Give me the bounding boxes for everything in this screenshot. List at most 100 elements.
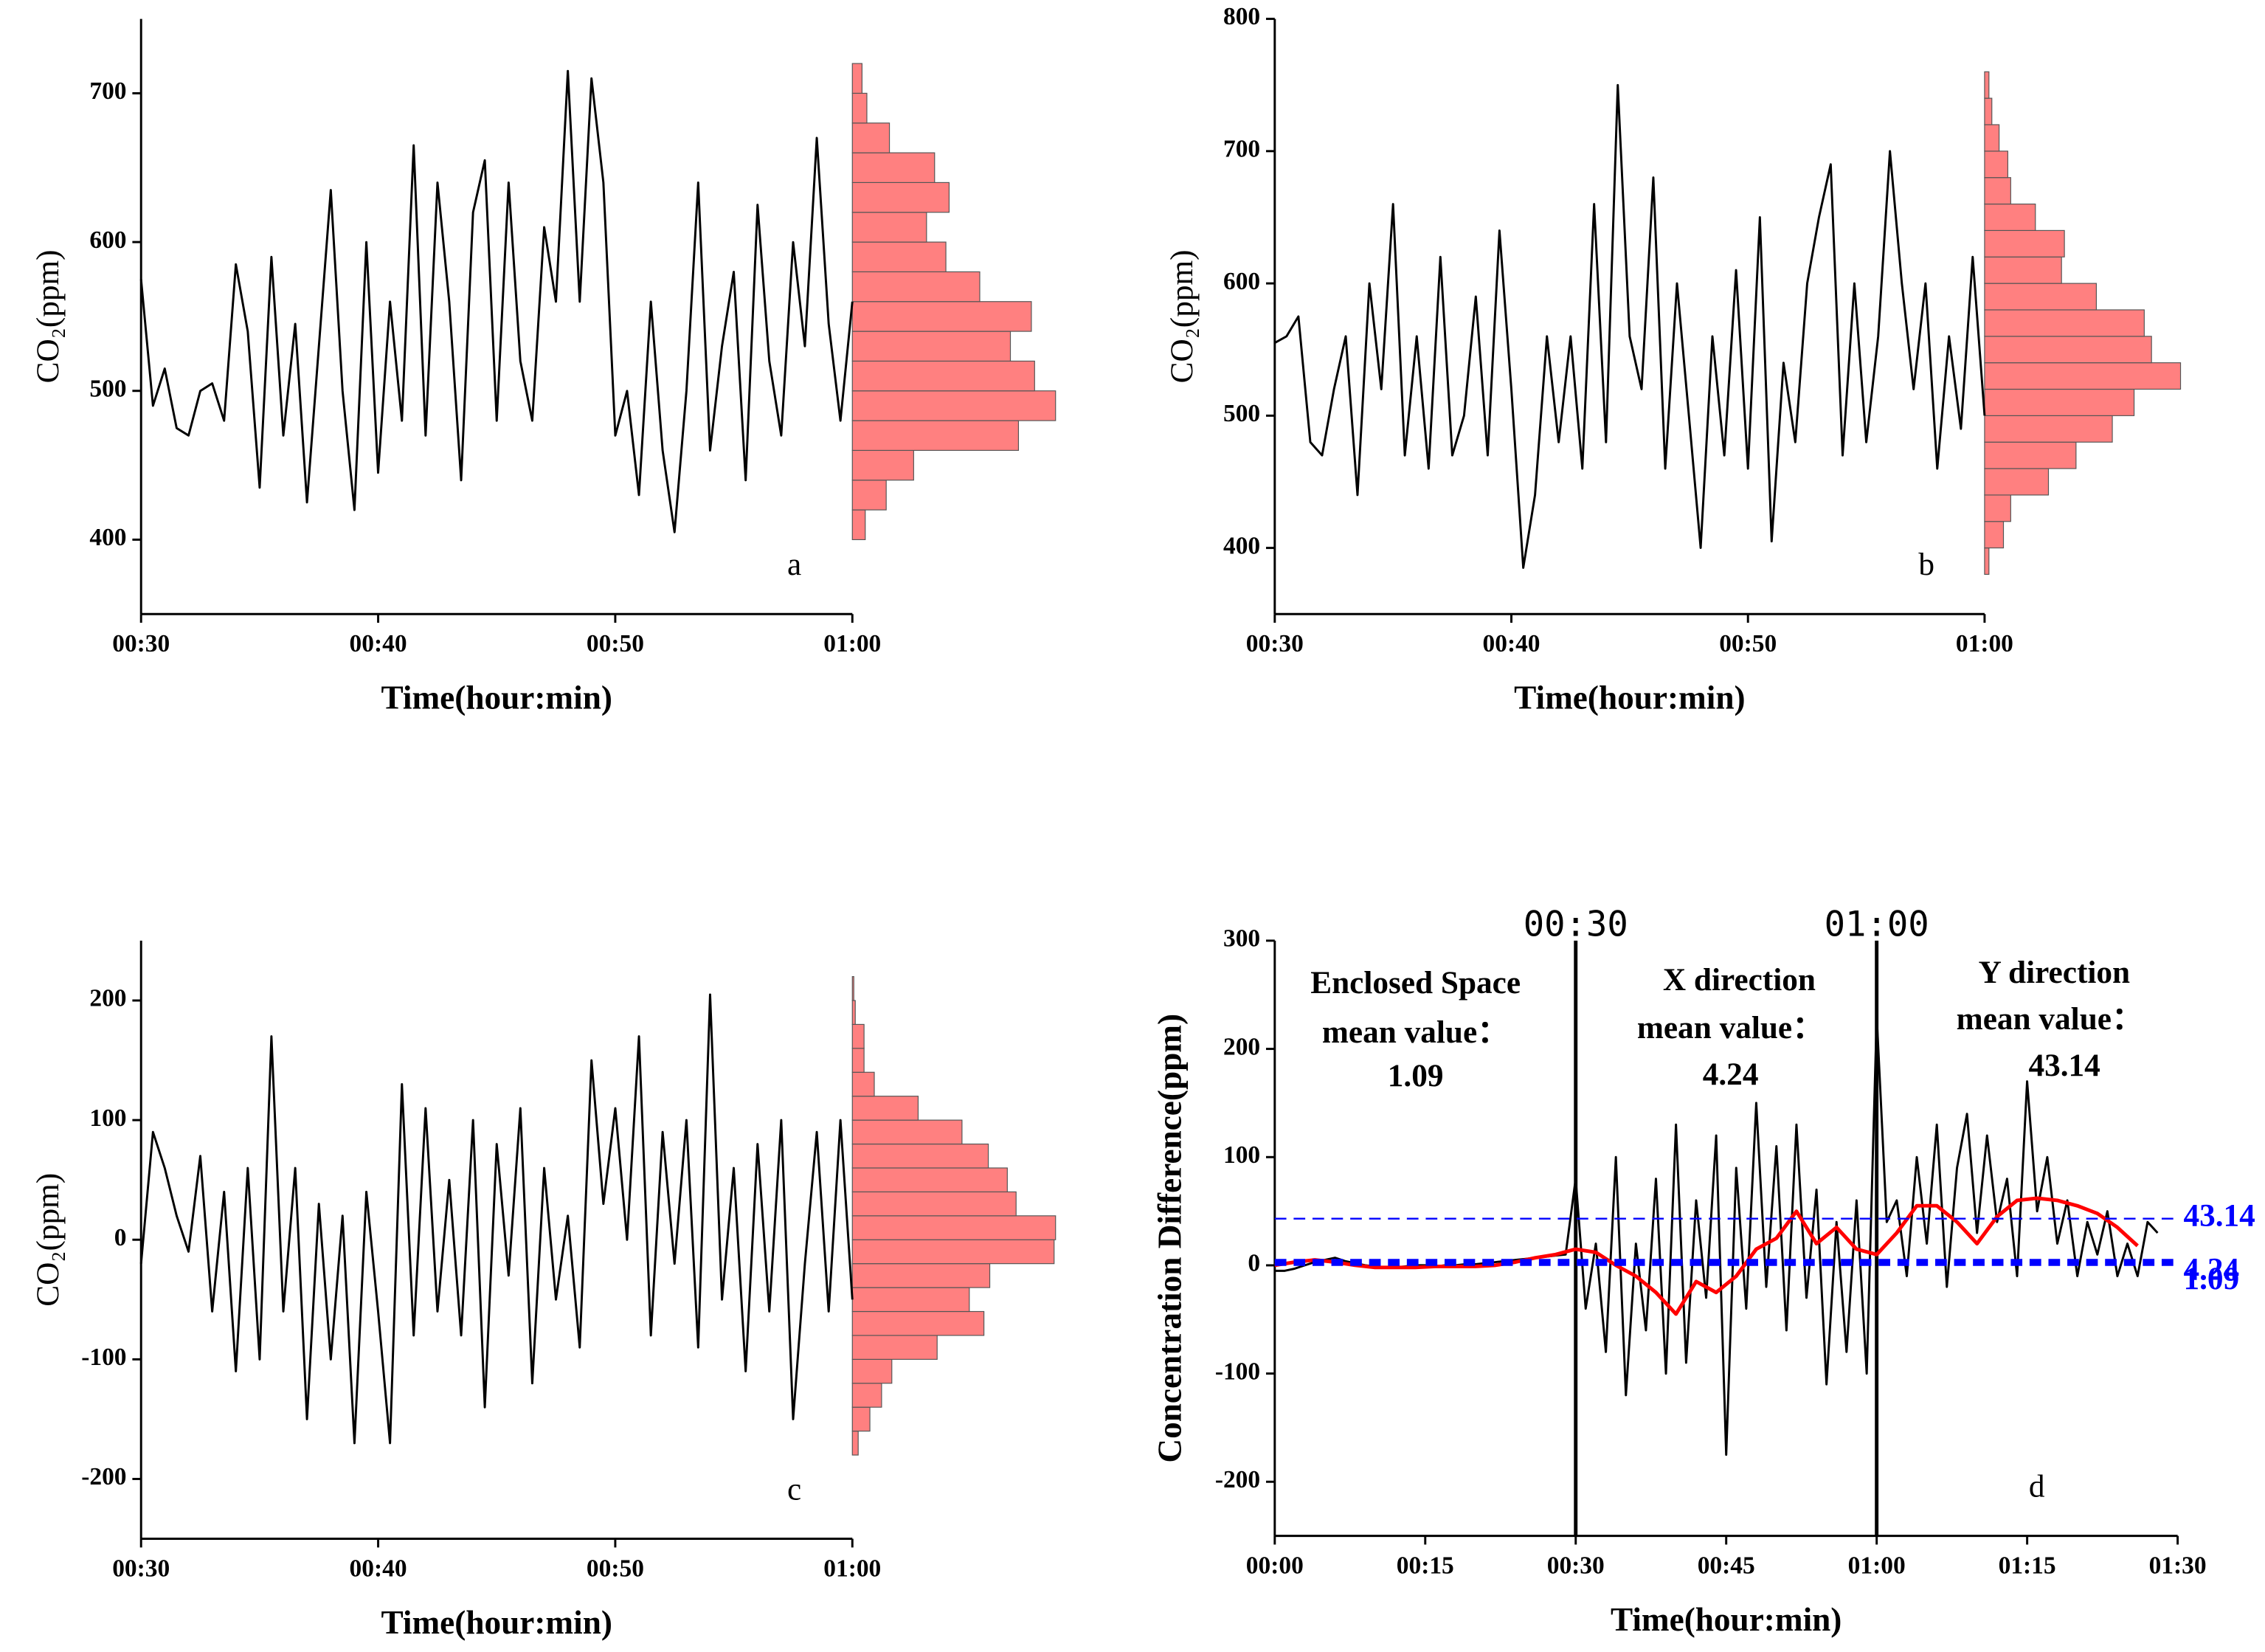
y-axis-title: CO₂(ppm) (1164, 249, 1200, 383)
histogram-bar (851, 1215, 1057, 1240)
histogram-bar (1984, 177, 2011, 205)
y-tick-label: 200 (1223, 1033, 1260, 1060)
x-axis-title: Time(hour:min) (1611, 1601, 1842, 1638)
x-tick-label: 01:15 (1999, 1552, 2056, 1580)
mean-label: 1.09 (2183, 1261, 2239, 1296)
histogram-bar (851, 1023, 865, 1049)
histogram-bar (1984, 309, 2145, 337)
histogram-bar (851, 1287, 970, 1313)
histogram-bar (1984, 362, 2182, 390)
histogram-bar (851, 331, 1012, 362)
histogram-bar (851, 480, 887, 511)
histogram-bar (851, 212, 927, 243)
y-tick-label: 500 (1223, 400, 1260, 427)
y-tick-label: 400 (1223, 532, 1260, 559)
data-line (1274, 1015, 2159, 1456)
x-tick-label: 00:40 (350, 630, 407, 657)
histogram-bar (851, 1383, 882, 1408)
histogram-bar (1984, 336, 2152, 364)
annotation: X direction (1663, 962, 1816, 998)
histogram-bar (851, 1167, 1008, 1192)
histogram-bar (1984, 494, 2011, 522)
histogram-bar (851, 1143, 989, 1169)
histogram-bar (1984, 256, 2062, 284)
data-line (139, 69, 854, 533)
y-axis-title: CO₂(ppm) (30, 249, 66, 383)
histogram-bar (851, 1071, 875, 1097)
x-tick-label: 00:30 (1547, 1552, 1605, 1580)
y-tick-label: -100 (81, 1344, 126, 1371)
histogram-bar (1984, 441, 2077, 469)
y-tick-label: -100 (1215, 1358, 1260, 1385)
x-tick-label: 00:15 (1397, 1552, 1454, 1580)
data-line (139, 993, 854, 1445)
histogram-bar (851, 92, 868, 124)
annotation: mean value： (1637, 1010, 1825, 1046)
panel-label: d (2029, 1469, 2045, 1504)
histogram-bar (1984, 521, 2005, 549)
x-tick-label: 00:40 (1483, 630, 1540, 657)
histogram-bar (851, 63, 862, 94)
y-tick-label: 500 (89, 375, 126, 402)
data-line (1274, 1196, 2139, 1316)
x-tick-label: 00:00 (1246, 1552, 1304, 1580)
histogram-bar (851, 390, 1057, 421)
histogram-bar (851, 360, 1035, 392)
y-tick-label: 100 (89, 1105, 126, 1132)
x-tick-label: 01:00 (823, 630, 881, 657)
histogram-bar (851, 1048, 865, 1073)
annotation: Y direction (1979, 955, 2131, 990)
x-tick-label: 00:50 (1719, 630, 1777, 657)
histogram-bar (851, 301, 1032, 332)
period-label: 00:30 (1524, 904, 1628, 944)
x-axis-title: Time(hour:min) (381, 1604, 612, 1641)
histogram-bar (1984, 71, 1990, 99)
histogram-bar (851, 1406, 871, 1432)
histogram-bar (1984, 124, 2000, 152)
mean-label: 43.14 (2183, 1198, 2255, 1234)
histogram-bar (851, 1000, 856, 1026)
annotation: Enclosed Space (1310, 965, 1521, 1000)
y-tick-label: -200 (81, 1463, 126, 1490)
y-tick-label: 600 (89, 227, 126, 254)
histogram-bar (1984, 468, 2050, 496)
histogram-bar (851, 1239, 1055, 1265)
histogram-bar (851, 1191, 1017, 1217)
x-axis-title: Time(hour:min) (381, 680, 612, 716)
histogram-bar (851, 1431, 859, 1456)
x-tick-label: 01:00 (823, 1555, 881, 1582)
histogram-bar (851, 1358, 893, 1384)
y-tick-label: 0 (1248, 1250, 1260, 1277)
histogram-bar (851, 122, 891, 153)
y-axis-title: CO₂(ppm) (30, 1173, 66, 1307)
histogram-bar (851, 182, 950, 213)
x-tick-label: 00:40 (350, 1555, 407, 1582)
histogram-bar (1984, 97, 1993, 125)
histogram-bar (851, 449, 914, 481)
period-label: 01:00 (1825, 904, 1929, 944)
y-tick-label: 400 (89, 524, 126, 551)
mean-label: 4.24 (2183, 1251, 2239, 1287)
y-tick-label: 800 (1223, 3, 1260, 30)
y-tick-label: 700 (89, 77, 126, 105)
panel-label: a (787, 547, 801, 582)
histogram-bar (1984, 388, 2135, 416)
y-tick-label: 0 (114, 1224, 127, 1251)
annotation: 1.09 (1388, 1058, 1444, 1093)
histogram-bar (851, 152, 936, 184)
x-tick-label: 00:50 (587, 1555, 644, 1582)
x-tick-label: 01:30 (2149, 1552, 2207, 1580)
x-tick-label: 00:50 (587, 630, 644, 657)
histogram-bar (851, 241, 947, 273)
panel-label: c (787, 1472, 801, 1507)
x-tick-label: 00:30 (1246, 630, 1304, 657)
histogram-bar (1984, 415, 2113, 443)
y-axis-title: Concentration Difference(ppm) (1151, 1014, 1188, 1463)
x-tick-label: 00:30 (112, 630, 170, 657)
y-tick-label: 100 (1223, 1141, 1260, 1169)
y-tick-label: 200 (89, 985, 126, 1012)
annotation: mean value： (1322, 1015, 1510, 1050)
x-tick-label: 00:30 (112, 1555, 170, 1582)
histogram-bar (1984, 203, 2036, 231)
